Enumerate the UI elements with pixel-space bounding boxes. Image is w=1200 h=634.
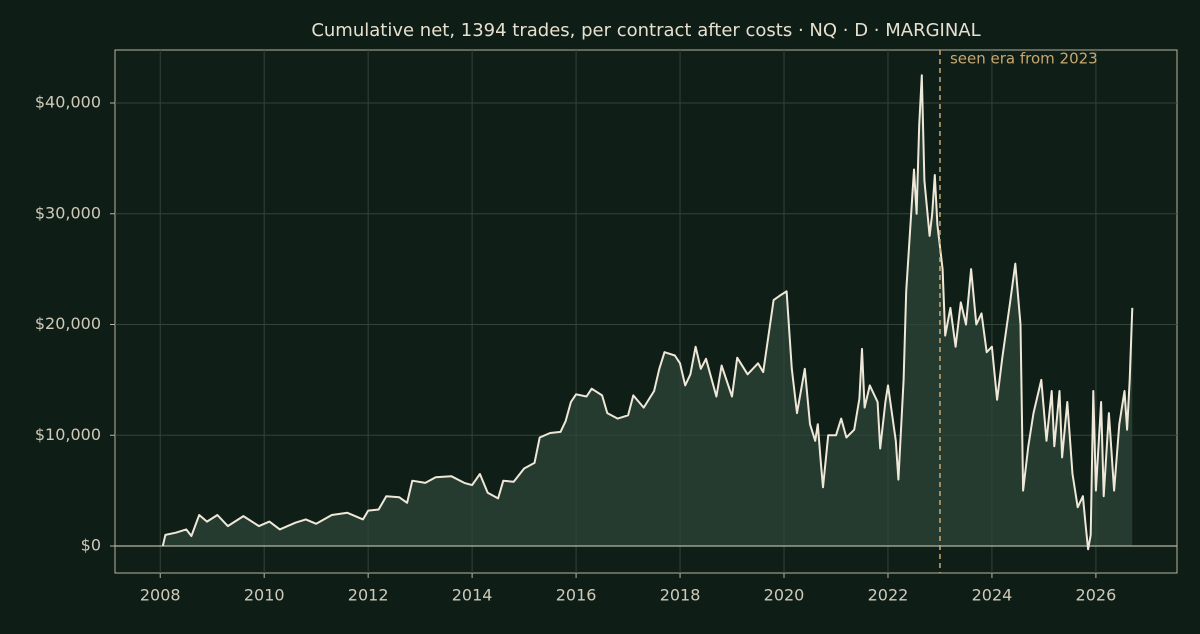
x-tick-label: 2022 bbox=[868, 586, 909, 605]
x-tick-label: 2016 bbox=[556, 586, 597, 605]
x-tick-label: 2010 bbox=[244, 586, 285, 605]
annotation: seen era from 2023 bbox=[950, 50, 1098, 68]
x-tick-label: 2008 bbox=[140, 586, 181, 605]
y-tick-label: $40,000 bbox=[35, 93, 101, 112]
chart-title: Cumulative net, 1394 trades, per contrac… bbox=[311, 20, 980, 41]
x-tick-label: 2020 bbox=[764, 586, 805, 605]
x-tick-label: 2014 bbox=[452, 586, 493, 605]
x-tick-label: 2024 bbox=[972, 586, 1013, 605]
y-tick-label: $30,000 bbox=[35, 203, 101, 222]
y-tick-label: $20,000 bbox=[35, 314, 101, 333]
y-tick-label: $0 bbox=[81, 535, 101, 554]
x-tick-label: 2026 bbox=[1076, 586, 1117, 605]
x-tick-label: 2012 bbox=[348, 586, 389, 605]
area bbox=[162, 75, 1133, 550]
x-tick-label: 2018 bbox=[660, 586, 701, 605]
line bbox=[161, 74, 1134, 551]
y-tick-label: $10,000 bbox=[35, 425, 101, 444]
